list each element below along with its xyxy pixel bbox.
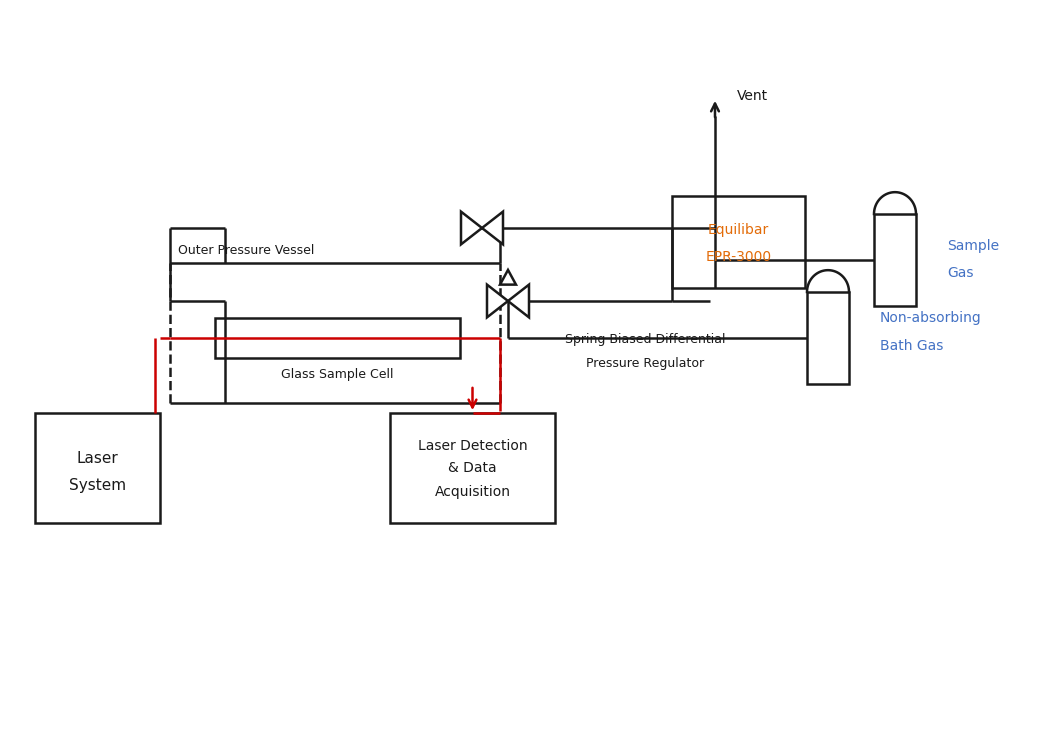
Text: Non-absorbing: Non-absorbing — [880, 311, 981, 325]
Text: Equilibar: Equilibar — [708, 223, 769, 237]
Polygon shape — [461, 212, 482, 245]
Bar — [807, 292, 850, 384]
Text: Bath Gas: Bath Gas — [880, 339, 943, 353]
Bar — [215, 318, 460, 358]
Polygon shape — [508, 285, 529, 317]
Bar — [35, 413, 160, 523]
Text: Outer Pressure Vessel: Outer Pressure Vessel — [178, 244, 314, 257]
Text: System: System — [69, 477, 126, 492]
Text: Laser Detection: Laser Detection — [417, 439, 527, 453]
Bar — [390, 413, 555, 523]
Text: EPR-3000: EPR-3000 — [705, 250, 772, 264]
Text: Sample: Sample — [946, 239, 999, 253]
Polygon shape — [487, 285, 508, 317]
Text: & Data: & Data — [448, 461, 496, 475]
Polygon shape — [482, 212, 503, 245]
Text: Pressure Regulator: Pressure Regulator — [586, 357, 704, 370]
Text: Acquisition: Acquisition — [434, 485, 510, 499]
Text: Gas: Gas — [946, 266, 974, 280]
Text: Glass Sample Cell: Glass Sample Cell — [281, 367, 394, 381]
Text: Spring Biased Differential: Spring Biased Differential — [565, 333, 725, 346]
Text: Laser: Laser — [77, 450, 118, 465]
Text: Vent: Vent — [737, 89, 768, 103]
Bar — [874, 214, 916, 306]
Bar — [672, 196, 805, 288]
Polygon shape — [500, 270, 516, 285]
